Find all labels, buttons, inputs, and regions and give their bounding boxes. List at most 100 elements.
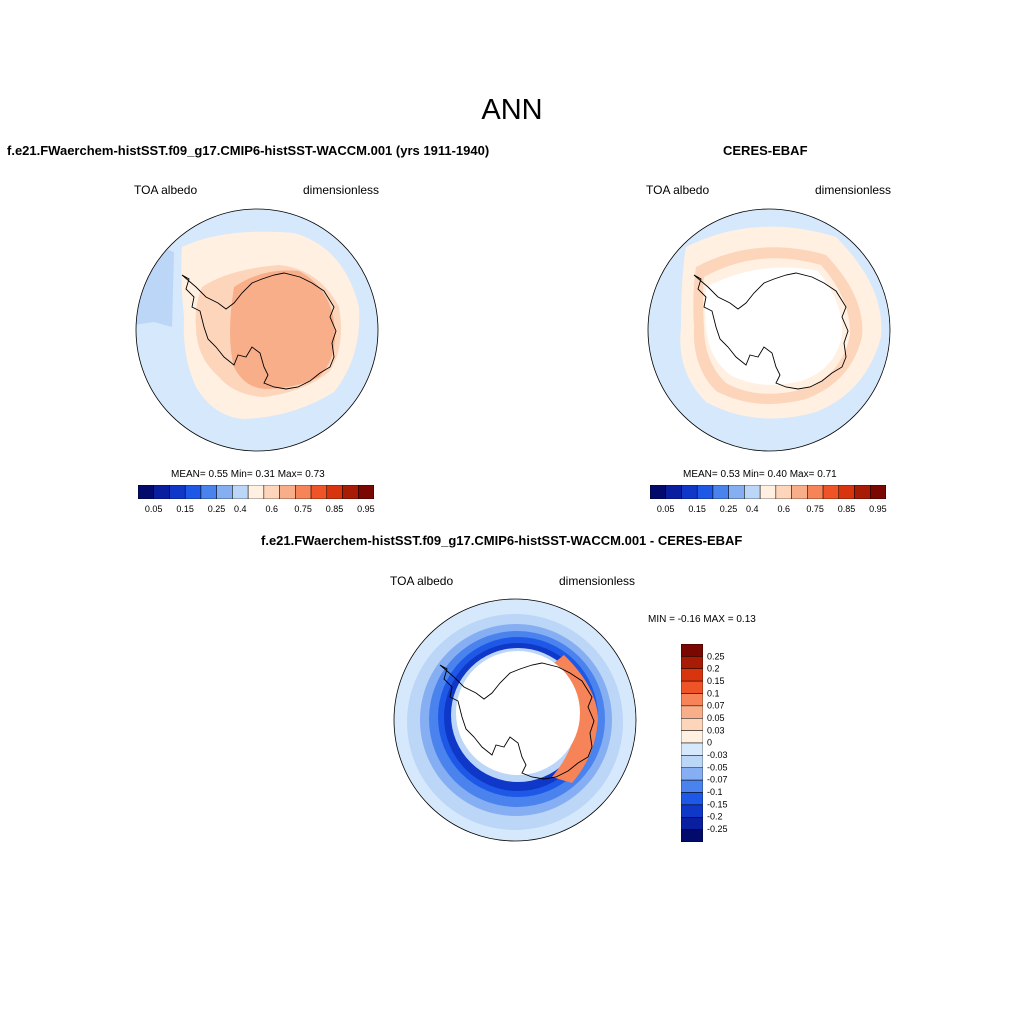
- panel2-map-border: [647, 208, 891, 452]
- panel1-colorbar-swatch: [200, 485, 217, 499]
- panel3-no-data-area: [456, 651, 580, 775]
- panel3-stats: MIN = -0.16 MAX = 0.13: [648, 614, 756, 625]
- panel2-cb-tick: 0.05: [657, 504, 675, 514]
- panel1-colorbar: [138, 485, 374, 499]
- panel1-albedo-0.75-region: [230, 270, 335, 389]
- panel1-colorbar-swatch: [153, 485, 170, 499]
- panel1-westward-low-albedo: [136, 237, 174, 327]
- panel2-colorbar-swatch: [854, 485, 871, 499]
- panel3-colorbar-swatch: [681, 767, 703, 781]
- panel3-colorbar-swatch: [681, 792, 703, 806]
- panel2-stats: MEAN= 0.53 Min= 0.40 Max= 0.71: [683, 469, 837, 480]
- panel2-colorbar-swatch: [822, 485, 840, 499]
- panel3-colorbar-swatch: [681, 742, 703, 756]
- panel3-colorbar-swatch: [681, 755, 703, 768]
- panel3-colorbar-swatch: [681, 779, 703, 793]
- panel3-antarctica-coastline: [439, 662, 595, 780]
- panel1-colorbar-swatch: [216, 485, 233, 499]
- panel1-cb-tick: 0.05: [145, 504, 163, 514]
- panel3-colorbar-swatch: [681, 680, 703, 694]
- panel2-colorbar-swatch: [838, 485, 855, 499]
- panel2-colorbar-swatch: [650, 485, 666, 499]
- panel3-cb-tick: -0.1: [707, 787, 723, 797]
- panel3-colorbar: [681, 644, 703, 842]
- panel1-units-label: dimensionless: [303, 183, 380, 197]
- panel2-cb-tick: 0.25: [720, 504, 738, 514]
- panel2-cb-tick: 0.85: [838, 504, 856, 514]
- panel3-cb-tick: 0: [707, 738, 712, 748]
- panel2-colorbar-swatch: [807, 485, 824, 499]
- panel1-cb-tick: 0.4: [234, 504, 247, 514]
- panel1-title: f.e21.FWaerchem-histSST.f09_g17.CMIP6-hi…: [7, 143, 490, 158]
- panel2-map: [647, 208, 891, 452]
- panel3-cb-tick: -0.05: [707, 762, 728, 772]
- panel3-colorbar-swatch: [681, 730, 703, 744]
- panel1-colorbar-swatch: [342, 485, 359, 499]
- panel1-colorbar-swatch: [232, 485, 249, 499]
- panel2-colorbar-swatch: [728, 485, 745, 499]
- panel1-colorbar-swatch: [138, 485, 154, 499]
- page-title: ANN: [481, 94, 543, 126]
- panel1-colorbar-swatch: [247, 485, 265, 499]
- panel3-cb-tick: 0.05: [707, 713, 725, 723]
- panel3-colorbar-swatch: [681, 718, 703, 731]
- panel2-colorbar-swatch: [696, 485, 714, 499]
- panel3-cb-tick: -0.15: [707, 799, 728, 809]
- panel1-colorbar-swatch: [169, 485, 186, 499]
- panel3-colorbar-swatch: [681, 668, 703, 682]
- panel2-cb-tick: 0.95: [869, 504, 887, 514]
- panel3-map-border: [393, 598, 637, 842]
- panel3-colorbar-swatch: [681, 644, 703, 657]
- panel2-colorbar-swatch: [681, 485, 698, 499]
- panel1-stats: MEAN= 0.55 Min= 0.31 Max= 0.73: [171, 469, 325, 480]
- panel3-cb-tick: -0.07: [707, 775, 728, 785]
- panel1-cb-tick: 0.75: [294, 504, 312, 514]
- panel2-colorbar-swatch: [744, 485, 761, 499]
- panel1-colorbar-swatch: [310, 485, 328, 499]
- panel1-colorbar-swatch: [326, 485, 343, 499]
- panel2-antarctica-coastline: [693, 272, 849, 390]
- panel1-cb-tick: 0.6: [265, 504, 278, 514]
- panel3-colorbar-swatch: [681, 817, 703, 830]
- panel3-colorbar-swatch: [681, 829, 703, 842]
- panel1-cb-tick: 0.85: [326, 504, 344, 514]
- panel2-colorbar-labels: 0.05 0.15 0.25 0.4 0.6 0.75 0.85 0.95: [657, 504, 887, 514]
- panel2-colorbar-swatch: [870, 485, 886, 499]
- panel3-units-label: dimensionless: [559, 574, 636, 588]
- panel1-variable-label: TOA albedo: [134, 183, 198, 197]
- panel2-cb-tick: 0.75: [806, 504, 824, 514]
- panel2-colorbar-swatch: [712, 485, 729, 499]
- panel3-cb-tick: 0.1: [707, 688, 720, 698]
- panel3-cb-tick: 0.03: [707, 725, 725, 735]
- panel2-colorbar-swatch: [791, 485, 808, 499]
- panel2-variable-label: TOA albedo: [646, 183, 710, 197]
- panel3-colorbar-swatch: [681, 705, 703, 719]
- panel3-map: [393, 598, 637, 842]
- panel3-cb-tick: 0.15: [707, 676, 725, 686]
- panel1-cb-tick: 0.25: [208, 504, 226, 514]
- panel3-colorbar-labels: 0.25 0.2 0.15 0.1 0.07 0.05 0.03 0 -0.03…: [707, 651, 728, 834]
- panel1-colorbar-swatch: [358, 485, 374, 499]
- panel2-no-data-area: [705, 267, 843, 385]
- panel3-title: f.e21.FWaerchem-histSST.f09_g17.CMIP6-hi…: [261, 533, 743, 548]
- panel3-cb-tick: 0.25: [707, 651, 725, 661]
- panel1-cb-tick: 0.15: [176, 504, 194, 514]
- panel3-cb-tick: 0.2: [707, 664, 720, 674]
- panel3-colorbar-swatch: [681, 693, 703, 707]
- panel3-cb-tick: -0.25: [707, 824, 728, 834]
- panel1-map-border: [135, 208, 379, 452]
- panel1-map: [135, 208, 379, 452]
- panel2-cb-tick: 0.6: [777, 504, 790, 514]
- panel2-cb-tick: 0.15: [688, 504, 706, 514]
- panel1-colorbar-labels: 0.05 0.15 0.25 0.4 0.6 0.75 0.85 0.95: [145, 504, 375, 514]
- panel3-positive-region: [552, 655, 598, 783]
- panel3-variable-label: TOA albedo: [390, 574, 454, 588]
- panel3-cb-tick: 0.07: [707, 701, 725, 711]
- panel3-cb-tick: -0.2: [707, 812, 723, 822]
- panel1-colorbar-swatch: [263, 485, 280, 499]
- panel1-cb-tick: 0.95: [357, 504, 375, 514]
- panel2-colorbar-swatch: [665, 485, 682, 499]
- panel2-colorbar-swatch: [759, 485, 777, 499]
- panel1-antarctica-coastline: [181, 272, 337, 390]
- panel2-cb-tick: 0.4: [746, 504, 759, 514]
